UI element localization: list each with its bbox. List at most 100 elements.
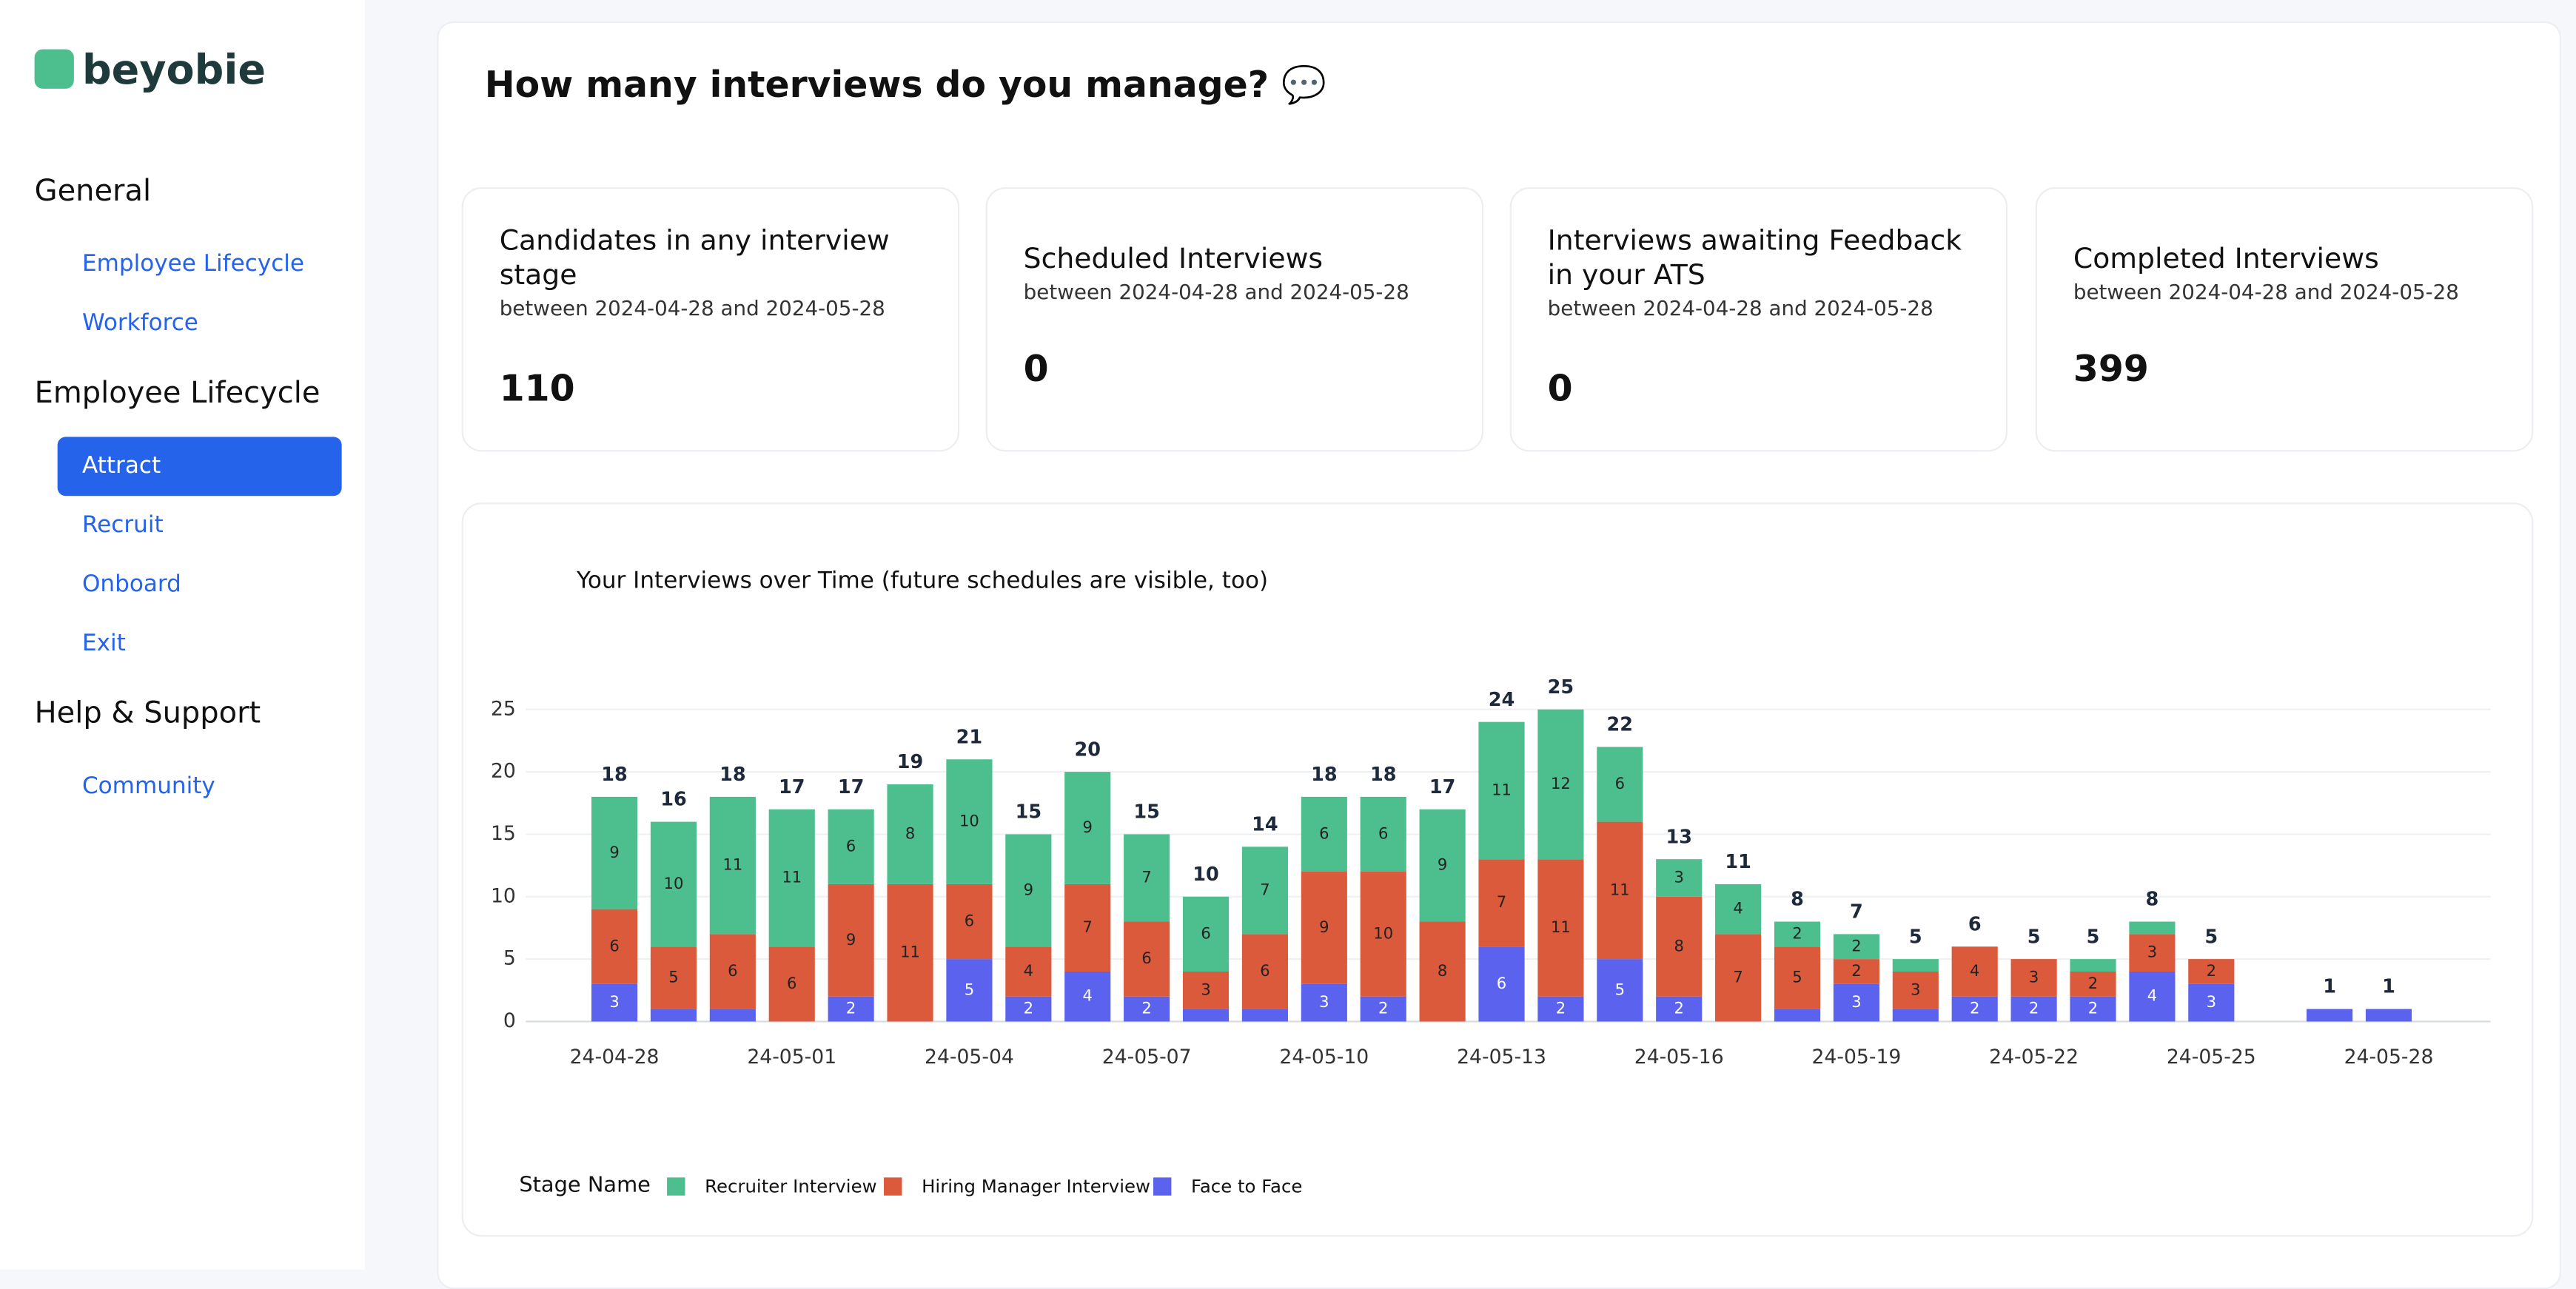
bar-segment: [1774, 946, 1821, 1009]
segment-label: 5: [1615, 980, 1625, 998]
bar-segment: [1833, 959, 1879, 984]
segment-label: 6: [609, 936, 619, 955]
segment-label: 4: [1970, 961, 1979, 980]
bar-segment: [768, 809, 815, 947]
total-label: 7: [1850, 901, 1863, 923]
segment-label: 8: [1438, 961, 1447, 980]
legend-swatch: [1153, 1177, 1172, 1196]
total-label: 15: [1016, 801, 1042, 824]
bar-segment: [1360, 872, 1406, 997]
bar-segment: [1124, 996, 1170, 1022]
bar-segment: [1301, 796, 1347, 872]
total-label: 13: [1666, 826, 1692, 848]
nav-link[interactable]: Onboard: [81, 571, 181, 598]
bar-segment: [650, 1009, 697, 1022]
total-label: 5: [2204, 926, 2218, 948]
bar-segment: [1597, 959, 1643, 1022]
segment-label: 2: [2088, 999, 2098, 1017]
segment-label: 2: [2088, 974, 2098, 992]
nav-link[interactable]: Community: [81, 773, 215, 800]
bar-segment: [650, 821, 697, 947]
bar-segment: [1478, 859, 1525, 947]
segment-label: 7: [1733, 967, 1743, 986]
segment-label: 3: [1201, 980, 1210, 998]
segment-label: 7: [1260, 880, 1269, 898]
bar-segment: [591, 983, 638, 1022]
kpi-subtitle: between 2024-04-28 and 2024-05-28: [1023, 279, 1409, 304]
bar-segment: [1005, 996, 1052, 1022]
total-label: 22: [1607, 714, 1634, 736]
bar-segment: [591, 909, 638, 984]
bar-segment: [2365, 1009, 2412, 1022]
segment-label: 6: [728, 961, 737, 980]
legend-swatch: [884, 1177, 902, 1196]
segment-label: 9: [846, 930, 856, 949]
y-tick-label: 5: [503, 947, 516, 970]
bar-segment: [591, 796, 638, 909]
bar-segment: [2070, 959, 2116, 972]
total-label: 17: [779, 776, 805, 798]
segment-label: 9: [609, 843, 619, 861]
total-label: 17: [1429, 776, 1456, 798]
bar-segment: [1124, 921, 1170, 997]
segment-label: 9: [1438, 855, 1447, 874]
kpi-title: Scheduled Interviews: [1023, 243, 1324, 276]
nav-link[interactable]: Exit: [81, 630, 126, 657]
nav-link[interactable]: Attract: [57, 437, 342, 497]
sidebar: beyobie General Employee Lifecycle Workfor…: [0, 0, 365, 1270]
total-label: 18: [1370, 764, 1397, 786]
kpi-card: Scheduled Interviews between 2024-04-28 a…: [985, 187, 1484, 452]
total-label: 1: [2323, 976, 2336, 998]
y-tick-label: 0: [503, 1009, 516, 1032]
bar-segment: [1537, 709, 1584, 860]
segment-label: 3: [2207, 992, 2216, 1011]
y-tick-label: 20: [491, 760, 516, 783]
bar-segment: [1064, 772, 1111, 884]
total-label: 14: [1252, 813, 1278, 835]
total-label: 8: [2146, 889, 2159, 911]
segment-label: 7: [1141, 867, 1151, 886]
x-tick-label: 24-05-01: [747, 1046, 836, 1068]
bar-segment: [1241, 934, 1289, 1009]
bar-segment: [1656, 859, 1703, 897]
total-label: 18: [601, 764, 628, 786]
segment-label: 6: [1615, 774, 1625, 792]
bar-segment: [1892, 959, 1939, 972]
bar-segment: [2070, 971, 2116, 997]
segment-label: 3: [1319, 992, 1329, 1011]
segment-label: 2: [846, 999, 856, 1017]
bar-segment: [1241, 847, 1289, 935]
segment-label: 6: [1260, 961, 1269, 980]
bar-segment: [1656, 896, 1703, 997]
segment-label: 4: [1083, 986, 1093, 1005]
kpi-card: Interviews awaiting Feedback in your ATS…: [1509, 187, 2008, 452]
bar-segment: [946, 759, 993, 884]
segment-label: 9: [1319, 918, 1329, 936]
total-label: 19: [897, 751, 924, 773]
nav-link[interactable]: Recruit: [81, 512, 164, 539]
nav-link[interactable]: Employee Lifecycle: [81, 251, 305, 278]
bar-segment: [709, 1009, 756, 1022]
total-label: 5: [2027, 926, 2041, 948]
kpi-value: 0: [1547, 369, 1573, 411]
y-tick-label: 15: [491, 822, 516, 845]
total-label: 18: [720, 764, 746, 786]
segment-label: 6: [846, 836, 856, 855]
nav-link[interactable]: Workforce: [81, 310, 198, 337]
segment-label: 5: [965, 980, 974, 998]
logo: beyobie: [81, 46, 266, 94]
segment-label: 3: [1851, 992, 1861, 1011]
bar-segment: [1419, 921, 1466, 1022]
kpi-title: Completed Interviews: [2073, 243, 2379, 276]
segment-label: 2: [1141, 999, 1151, 1017]
total-label: 10: [1193, 864, 1219, 886]
bar-segment: [887, 784, 933, 884]
segment-label: 4: [1733, 899, 1743, 918]
segment-label: 3: [1674, 867, 1684, 886]
total-label: 15: [1133, 801, 1160, 824]
kpi-subtitle: between 2024-04-28 and 2024-05-28: [499, 295, 885, 320]
segment-label: 2: [2029, 999, 2039, 1017]
bar-segment: [1478, 946, 1525, 1022]
